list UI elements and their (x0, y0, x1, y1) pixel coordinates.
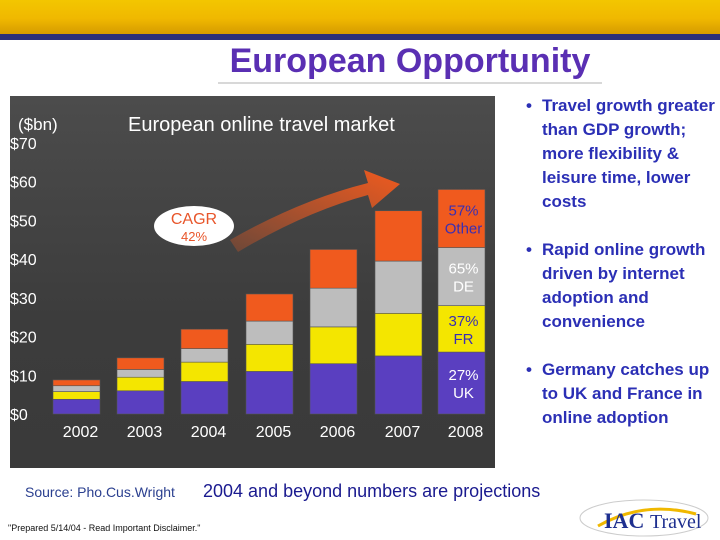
bar-segment-uk-2004 (180, 381, 229, 415)
bar-segment-uk-2002 (52, 398, 101, 415)
bar-segment-fr-2004 (180, 361, 229, 382)
bar-segment-de-2003 (116, 369, 165, 378)
projection-note: 2004 and beyond numbers are projections (203, 481, 541, 501)
bullet-dot-icon: • (526, 240, 532, 259)
company-logo: IAC Travel (579, 499, 709, 537)
bar-segment-fr-2002 (52, 391, 101, 400)
bar-segment-de-2008 (437, 247, 486, 306)
segment-pct-label: 37% (448, 313, 478, 330)
bullet-dot-icon: • (526, 360, 532, 379)
y-tick-label: $40 (10, 252, 37, 269)
bar-segment-de-2007 (374, 260, 423, 314)
x-tick-label: 2007 (385, 424, 421, 441)
bullet-list: • Travel growth greater than GDP growth;… (522, 94, 720, 454)
title-underline (218, 82, 602, 84)
segment-name-label: FR (454, 331, 474, 348)
bar-segment-other-2006 (309, 249, 358, 289)
source-note: Source: Pho.Cus.Wright (25, 484, 175, 500)
bar-segment-uk-2005 (245, 371, 294, 415)
cagr-badge: CAGR 42% (154, 206, 234, 246)
x-tick-label: 2003 (127, 424, 163, 441)
bullet-text: Germany catches up to UK and France in o… (542, 360, 710, 427)
bar-segment-uk-2008 (437, 351, 486, 415)
bar-segment-other-2002 (52, 379, 101, 387)
segment-name-label: UK (453, 385, 474, 402)
bar-segment-de-2002 (52, 385, 101, 392)
segment-pct-label: 27% (448, 367, 478, 384)
segment-name-label: Other (445, 220, 483, 237)
bullet-dot-icon: • (526, 96, 532, 115)
y-tick-label: $30 (10, 291, 37, 308)
growth-arrow (230, 170, 400, 252)
logo-text-b: Travel (650, 511, 702, 533)
bar-segment-uk-2007 (374, 355, 423, 415)
bar-segment-other-2004 (180, 328, 229, 349)
segment-name-label: DE (453, 279, 474, 296)
segment-pct-label: 57% (448, 202, 478, 219)
cagr-value: 42% (181, 229, 207, 244)
y-tick-label: $20 (10, 330, 37, 347)
slide-title: European Opportunity (229, 42, 591, 80)
bar-segment-fr-2008 (437, 305, 486, 353)
disclaimer: "Prepared 5/14/04 - Read Important Discl… (8, 523, 201, 533)
bar-segment-fr-2003 (116, 376, 165, 392)
x-tick-label: 2008 (448, 424, 484, 441)
unit-label: ($bn) (18, 115, 58, 134)
bar-segment-uk-2006 (309, 363, 358, 415)
cagr-label: CAGR (171, 211, 217, 228)
top-banner (0, 0, 720, 34)
y-tick-label: $70 (10, 136, 37, 153)
bar-segment-other-2008 (437, 189, 486, 248)
y-tick-label: $60 (10, 175, 37, 192)
y-tick-label: $10 (10, 368, 37, 385)
bar-segment-fr-2007 (374, 313, 423, 357)
bar-segment-fr-2005 (245, 344, 294, 372)
bullet-item: • Germany catches up to UK and France in… (522, 358, 720, 430)
bar-segment-de-2006 (309, 287, 358, 328)
chart-title: European online travel market (128, 114, 395, 136)
bar-segment-other-2005 (245, 293, 294, 322)
bullet-text: Travel growth greater than GDP growth; m… (542, 96, 715, 211)
banner-separator (0, 34, 720, 40)
bar-segment-fr-2006 (309, 326, 358, 364)
y-tick-label: $50 (10, 213, 37, 230)
x-tick-label: 2002 (63, 424, 99, 441)
segment-pct-label: 65% (448, 261, 478, 278)
logo-text-a: IAC (604, 508, 644, 533)
bullet-text: Rapid online growth driven by internet a… (542, 240, 706, 331)
bullet-item: • Rapid online growth driven by internet… (522, 238, 720, 334)
bullet-item: • Travel growth greater than GDP growth;… (522, 94, 720, 214)
bar-segment-other-2003 (116, 357, 165, 370)
bar-segment-other-2007 (374, 210, 423, 262)
bar-segment-de-2005 (245, 320, 294, 345)
x-tick-label: 2005 (256, 424, 292, 441)
bar-segment-de-2004 (180, 348, 229, 363)
x-tick-label: 2006 (320, 424, 356, 441)
bar-segment-uk-2003 (116, 390, 165, 415)
y-tick-label: $0 (10, 407, 28, 424)
x-tick-label: 2004 (191, 424, 227, 441)
